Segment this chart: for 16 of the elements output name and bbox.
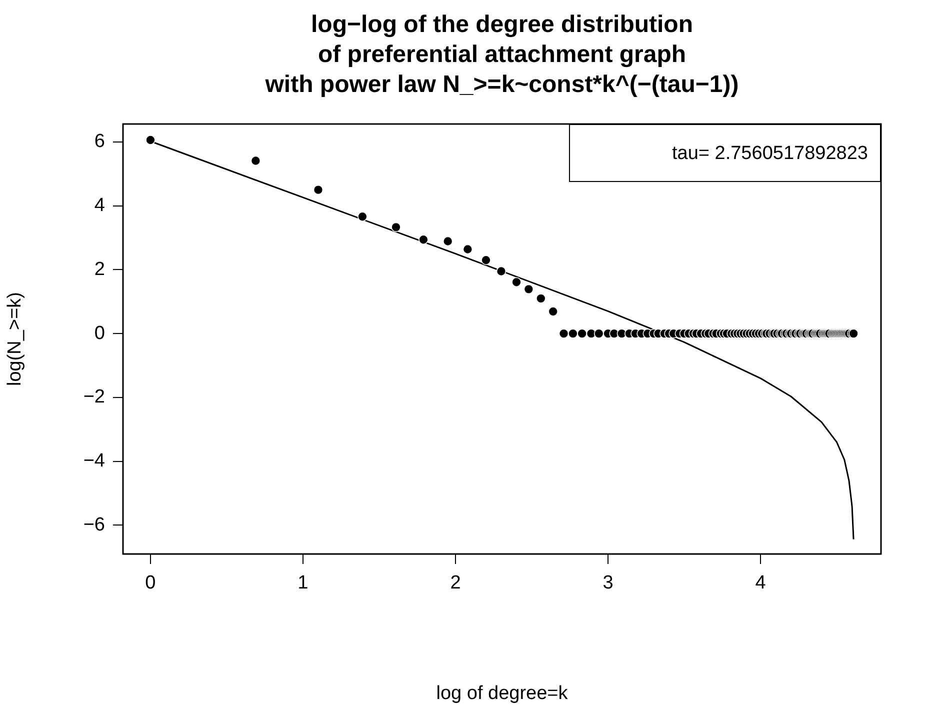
y-tick-label: −2 (83, 386, 105, 408)
y-tick-label: 0 (94, 322, 105, 344)
annotation: tau= 2.7560517892823 (569, 124, 881, 182)
y-axis-title: log(N_>=k) (4, 292, 26, 386)
chart-title: log−log of the degree distribution of preferential attachment graph with power law N_>=k~const*k^(−(tau−1)) (264, 10, 740, 100)
y-tick-label: 6 (94, 131, 105, 152)
x-tick-label: 3 (602, 572, 614, 594)
y-tick-label: 4 (94, 195, 106, 216)
x-tick-label: 2 (450, 572, 461, 594)
x-tick-label: 4 (755, 572, 766, 594)
x-tick-label: 1 (298, 572, 308, 594)
y-tick-label: 2 (94, 258, 105, 280)
y-tick-label: −4 (83, 450, 106, 472)
x-axis-title: log of degree=k (436, 682, 568, 704)
y-tick-label: −6 (83, 514, 105, 536)
x-tick-label: 0 (145, 572, 156, 594)
